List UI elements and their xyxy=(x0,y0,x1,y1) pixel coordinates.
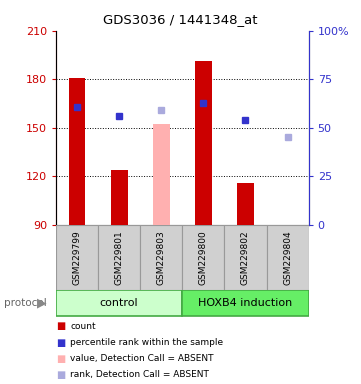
Text: GSM229800: GSM229800 xyxy=(199,230,208,285)
Text: GSM229803: GSM229803 xyxy=(157,230,166,285)
Text: ■: ■ xyxy=(56,370,65,380)
Bar xyxy=(111,170,127,225)
Text: count: count xyxy=(70,322,96,331)
Bar xyxy=(237,183,254,225)
Bar xyxy=(266,225,309,290)
Bar xyxy=(56,225,98,290)
Text: ▶: ▶ xyxy=(37,297,46,310)
Text: percentile rank within the sample: percentile rank within the sample xyxy=(70,338,223,347)
Bar xyxy=(153,124,170,225)
Text: ■: ■ xyxy=(56,354,65,364)
Text: GSM229802: GSM229802 xyxy=(241,230,250,285)
Text: protocol: protocol xyxy=(4,298,46,308)
Bar xyxy=(182,225,225,290)
Text: value, Detection Call = ABSENT: value, Detection Call = ABSENT xyxy=(70,354,214,363)
Bar xyxy=(182,290,309,316)
Bar xyxy=(56,290,182,316)
Bar xyxy=(69,78,86,225)
Bar xyxy=(225,225,266,290)
Text: GSM229804: GSM229804 xyxy=(283,230,292,285)
Bar xyxy=(195,61,212,225)
Text: GDS3036 / 1441348_at: GDS3036 / 1441348_at xyxy=(103,13,258,26)
Text: ■: ■ xyxy=(56,338,65,348)
Text: GSM229801: GSM229801 xyxy=(115,230,123,285)
Text: control: control xyxy=(100,298,138,308)
Bar xyxy=(98,225,140,290)
Text: rank, Detection Call = ABSENT: rank, Detection Call = ABSENT xyxy=(70,370,209,379)
Text: GSM229799: GSM229799 xyxy=(73,230,82,285)
Text: ■: ■ xyxy=(56,321,65,331)
Bar xyxy=(279,225,296,228)
Text: HOXB4 induction: HOXB4 induction xyxy=(198,298,293,308)
Bar xyxy=(140,225,182,290)
